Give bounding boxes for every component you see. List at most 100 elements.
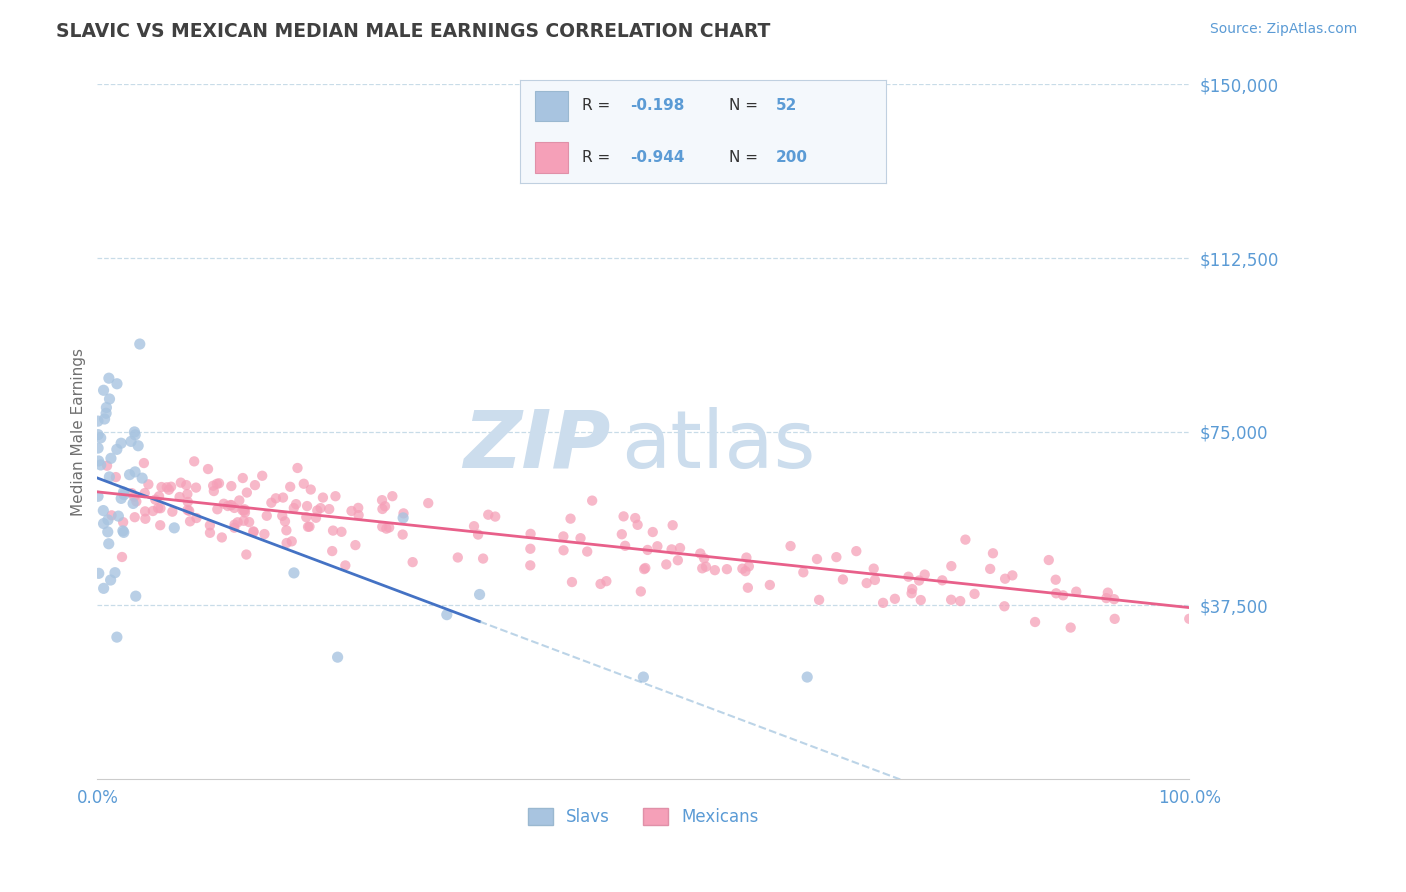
Point (134, 512, 156, 526)
Point (375, 522, 398, 536)
Point (737, 581, 759, 595)
Point (205, 476, 228, 491)
Point (371, 520, 394, 534)
Point (993, 599, 1015, 614)
Point (553, 529, 575, 543)
Point (392, 507, 415, 521)
Point (278, 480, 301, 494)
Point (340, 504, 363, 518)
Point (198, 525, 221, 540)
Point (979, 562, 1001, 576)
Point (124, 428, 146, 442)
Point (93, 582, 115, 596)
Point (100, 573, 122, 587)
Point (163, 521, 186, 535)
Point (576, 544, 599, 558)
Point (467, 527, 489, 541)
Point (233, 506, 256, 520)
FancyBboxPatch shape (534, 142, 568, 173)
Point (655, 558, 678, 572)
Point (132, 456, 155, 470)
Point (463, 519, 485, 533)
Point (695, 559, 717, 574)
Point (233, 502, 256, 516)
Point (184, 481, 207, 495)
Point (112, 485, 135, 500)
Point (318, 502, 340, 516)
Point (112, 488, 135, 502)
Point (1178, 612, 1201, 626)
Point (626, 517, 648, 532)
Point (127, 439, 149, 453)
Point (641, 524, 664, 539)
Point (228, 493, 250, 508)
Point (326, 650, 349, 665)
Point (287, 461, 309, 475)
Point (202, 484, 225, 499)
Point (561, 575, 583, 590)
Point (232, 471, 254, 485)
Point (1045, 586, 1067, 600)
Point (97, 537, 120, 551)
Point (87, 427, 110, 442)
Point (186, 511, 208, 525)
Point (994, 572, 1017, 586)
Point (125, 589, 148, 603)
Point (735, 550, 758, 565)
Point (118, 467, 141, 482)
FancyBboxPatch shape (534, 91, 568, 121)
Point (250, 468, 273, 483)
Point (253, 527, 276, 541)
Point (87, 454, 110, 468)
Point (105, 376, 128, 391)
Point (472, 551, 495, 566)
Point (981, 546, 1004, 560)
Point (335, 558, 357, 573)
Point (221, 479, 243, 493)
Point (941, 559, 963, 574)
Point (1104, 612, 1126, 626)
Point (231, 503, 253, 517)
Y-axis label: Median Male Earnings: Median Male Earnings (72, 348, 86, 516)
Point (94, 406, 117, 420)
Point (224, 500, 246, 515)
Point (243, 478, 266, 492)
Point (260, 496, 283, 510)
Text: R =: R = (582, 150, 616, 165)
Point (908, 574, 931, 588)
Point (825, 550, 848, 565)
Point (211, 531, 233, 545)
Point (112, 525, 135, 540)
Point (900, 586, 922, 600)
Point (111, 524, 134, 538)
Point (610, 527, 633, 541)
Point (143, 492, 166, 507)
Point (792, 566, 814, 580)
Point (162, 505, 184, 519)
Point (176, 487, 198, 501)
Point (1045, 573, 1067, 587)
Legend: Slavs, Mexicans: Slavs, Mexicans (522, 802, 766, 833)
Point (378, 520, 401, 534)
Point (276, 524, 298, 538)
Point (910, 593, 932, 607)
Point (134, 504, 156, 518)
Point (614, 539, 637, 553)
Point (207, 502, 229, 516)
Point (939, 592, 962, 607)
Point (96, 401, 118, 415)
Point (93, 412, 115, 426)
Point (264, 491, 287, 506)
Point (297, 520, 319, 534)
Point (274, 514, 297, 528)
Point (371, 493, 394, 508)
Point (112, 515, 135, 529)
Point (381, 489, 404, 503)
Point (176, 503, 198, 517)
Text: N =: N = (728, 150, 762, 165)
Point (219, 498, 242, 512)
Point (177, 495, 200, 509)
Point (217, 499, 239, 513)
Point (295, 510, 318, 524)
Point (633, 562, 655, 576)
